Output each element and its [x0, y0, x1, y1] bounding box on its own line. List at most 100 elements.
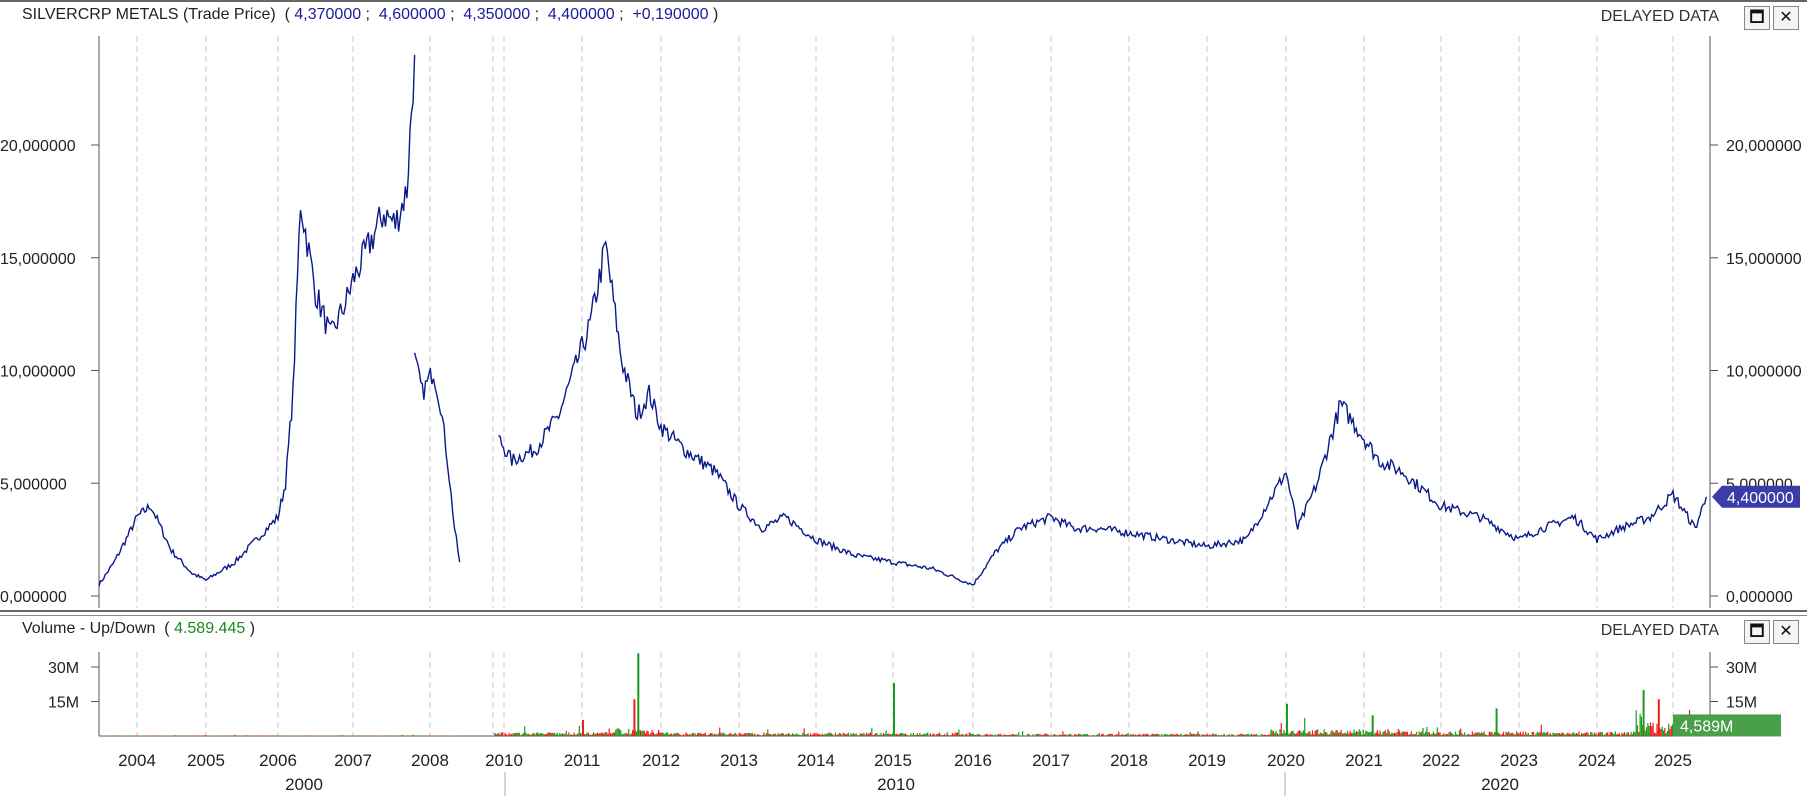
volume-bar [407, 735, 409, 736]
volume-bar [724, 733, 726, 736]
volume-bar [1621, 732, 1623, 736]
volume-bar [134, 735, 136, 736]
volume-bar [1610, 732, 1613, 736]
volume-bar [1045, 733, 1047, 736]
volume-bar [1612, 733, 1614, 736]
volume-bar [1331, 730, 1333, 736]
volume-bar [1475, 732, 1477, 736]
volume-bar [785, 734, 787, 736]
volume-bar [1120, 734, 1122, 736]
volume-bar [1599, 732, 1601, 736]
volume-bar [253, 735, 255, 736]
volume-bar [841, 735, 843, 736]
volume-bar [216, 735, 218, 736]
volume-bar [1405, 731, 1407, 736]
volume-bar [1239, 734, 1241, 736]
volume-bar [126, 735, 128, 736]
volume-bar [1161, 734, 1163, 736]
volume-bar [1085, 734, 1087, 736]
volume-bar [797, 734, 799, 736]
volume-bar [1581, 733, 1583, 736]
volume-bar [346, 735, 348, 736]
volume-bar [1646, 727, 1648, 736]
volume-bar [260, 735, 262, 736]
volume-bar [769, 733, 771, 736]
volume-bar [687, 734, 690, 736]
volume-bar [314, 735, 316, 736]
volume-bar [561, 733, 563, 736]
volume-bar [1466, 734, 1468, 736]
volume-bar [1517, 732, 1519, 736]
volume-bar [1181, 735, 1184, 736]
volume-bar [1002, 735, 1004, 736]
volume-bar [1185, 734, 1187, 736]
volume-bar [274, 735, 276, 736]
volume-bar [1011, 734, 1013, 736]
volume-bar [508, 732, 510, 736]
x-tick-label: 2019 [1188, 751, 1226, 770]
volume-bar [1500, 734, 1502, 736]
volume-bar [535, 732, 537, 736]
volume-bar [417, 735, 419, 736]
volume-bar [1284, 733, 1286, 736]
volume-bar [923, 733, 925, 736]
volume-bar [745, 733, 747, 736]
volume-bar [1139, 733, 1141, 736]
volume-bar [1192, 733, 1194, 736]
volume-bar [1669, 728, 1671, 736]
volume-bar [1444, 734, 1446, 736]
close-volume-button[interactable]: ✕ [1773, 620, 1799, 644]
volume-bar [699, 732, 701, 736]
maximize-price-button[interactable]: 🗖 [1744, 6, 1770, 30]
volume-bar [664, 733, 666, 736]
volume-bar [624, 733, 626, 736]
volume-bar [936, 734, 938, 736]
volume-bar [557, 734, 560, 736]
volume-bar [1140, 735, 1142, 736]
volume-bar [1248, 733, 1250, 736]
volume-bar [858, 735, 860, 736]
volume-bar [628, 728, 630, 736]
volume-bar [703, 733, 705, 736]
volume-bar [1340, 729, 1342, 736]
volume-bar [892, 733, 894, 736]
volume-bar [1249, 735, 1251, 736]
close-price-button[interactable]: ✕ [1773, 6, 1799, 30]
volume-bar [179, 735, 181, 736]
volume-bar [1053, 734, 1055, 736]
volume-bar [1293, 733, 1295, 736]
volume-bar [1426, 727, 1428, 736]
volume-bar [1534, 735, 1536, 736]
volume-bar [1665, 733, 1667, 736]
volume-bar [219, 735, 222, 736]
volume-bar [197, 735, 199, 736]
volume-bar [1428, 732, 1431, 736]
volume-bar [619, 729, 621, 736]
volume-bar [537, 732, 539, 736]
volume-bar [665, 732, 667, 736]
volume-bar [1271, 730, 1273, 736]
volume-bar [707, 735, 709, 736]
volume-bar [1058, 734, 1060, 736]
volume-bar [361, 735, 363, 736]
volume-bar [1334, 732, 1336, 736]
volume-bar [755, 735, 757, 736]
volume-bar [648, 734, 651, 736]
volume-bar [720, 732, 722, 736]
volume-bar [768, 733, 770, 736]
volume-bar [1332, 731, 1334, 736]
volume-bar [1473, 734, 1475, 736]
volume-bar [901, 732, 903, 736]
volume-bar [933, 733, 935, 736]
volume-spike [1495, 708, 1498, 736]
volume-spike [582, 719, 584, 736]
volume-bar [830, 733, 833, 736]
volume-bar [238, 735, 240, 736]
volume-bar [716, 734, 718, 736]
last-volume-badge [1673, 714, 1781, 737]
volume-bar [682, 734, 684, 736]
volume-bar [1036, 733, 1038, 736]
maximize-volume-button[interactable]: 🗖 [1744, 620, 1770, 644]
volume-bar [1638, 732, 1640, 736]
